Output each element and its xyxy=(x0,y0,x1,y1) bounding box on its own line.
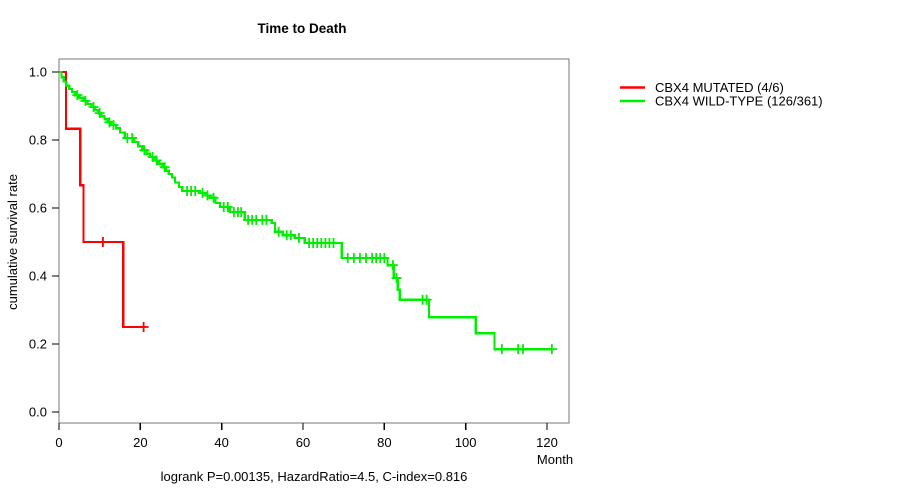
y-tick-label: 0.4 xyxy=(29,269,47,284)
x-tick-label: 100 xyxy=(455,435,477,450)
stats-annotation: logrank P=0.00135, HazardRatio=4.5, C-in… xyxy=(161,469,468,484)
x-axis: 0 20 40 60 80 100 120 xyxy=(55,423,558,450)
y-tick-label: 1.0 xyxy=(29,65,47,80)
plot-box xyxy=(58,58,570,424)
x-tick-label: 0 xyxy=(55,435,62,450)
chart-title: Time to Death xyxy=(257,21,346,36)
x-axis-unit-label: Month xyxy=(537,452,573,467)
y-axis-label: cumulative survival rate xyxy=(5,174,20,310)
y-tick-label: 0.2 xyxy=(29,337,47,352)
survival-curve-mutated xyxy=(59,70,146,329)
y-tick-label: 0.6 xyxy=(29,201,47,216)
survival-curve-wildtype xyxy=(59,70,553,351)
x-tick-label: 120 xyxy=(536,435,558,450)
y-axis: 0.0 0.2 0.4 0.6 0.8 1.0 xyxy=(29,65,59,420)
y-tick-label: 0.8 xyxy=(29,133,47,148)
survival-curves xyxy=(59,70,557,355)
censor-marks-wildtype xyxy=(72,90,557,355)
legend: CBX4 MUTATED (4/6) CBX4 WILD-TYPE (126/3… xyxy=(620,80,823,109)
censor-marks-mutated xyxy=(97,237,149,332)
x-tick-label: 80 xyxy=(377,435,391,450)
legend-label-wildtype: CBX4 WILD-TYPE (126/361) xyxy=(655,94,823,109)
x-tick-label: 40 xyxy=(214,435,228,450)
y-tick-label: 0.0 xyxy=(29,405,47,420)
x-tick-label: 60 xyxy=(296,435,310,450)
legend-label-mutated: CBX4 MUTATED (4/6) xyxy=(655,80,784,95)
x-tick-label: 20 xyxy=(133,435,147,450)
